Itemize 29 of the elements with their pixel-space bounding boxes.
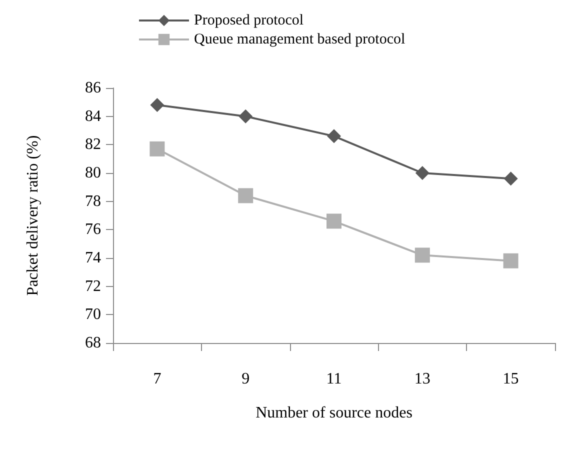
- y-tick-label: 76: [85, 221, 101, 238]
- point: [150, 98, 164, 112]
- point: [415, 166, 430, 180]
- x-tick-label: 9: [242, 370, 250, 388]
- y-tick-label: 84: [85, 108, 101, 125]
- legend-label: Queue management based protocol: [194, 32, 406, 48]
- point: [327, 129, 341, 144]
- x-tick-label: 15: [502, 370, 519, 388]
- y-axis-title: Packet delivery ratio (%): [24, 135, 42, 296]
- point: [504, 172, 518, 186]
- y-tick-label: 72: [85, 278, 101, 295]
- point: [326, 214, 342, 229]
- legend-label: Proposed protocol: [194, 12, 304, 28]
- point: [414, 248, 430, 263]
- y-tick-label: 70: [85, 306, 101, 324]
- x-tick-label: 11: [326, 370, 342, 388]
- y-tick-label: 78: [85, 192, 101, 210]
- x-tick-label: 7: [153, 370, 162, 388]
- point: [238, 188, 254, 204]
- y-tick-label: 80: [85, 164, 101, 182]
- y-tick-label: 68: [85, 334, 101, 352]
- y-tick-label: 74: [85, 250, 101, 266]
- point: [150, 141, 165, 156]
- y-tick-label: 82: [85, 136, 101, 154]
- y-tick-label: 86: [85, 80, 101, 96]
- x-axis-title: Number of source nodes: [256, 404, 412, 422]
- point: [503, 253, 518, 268]
- x-tick-label: 13: [414, 370, 430, 388]
- point: [238, 109, 253, 124]
